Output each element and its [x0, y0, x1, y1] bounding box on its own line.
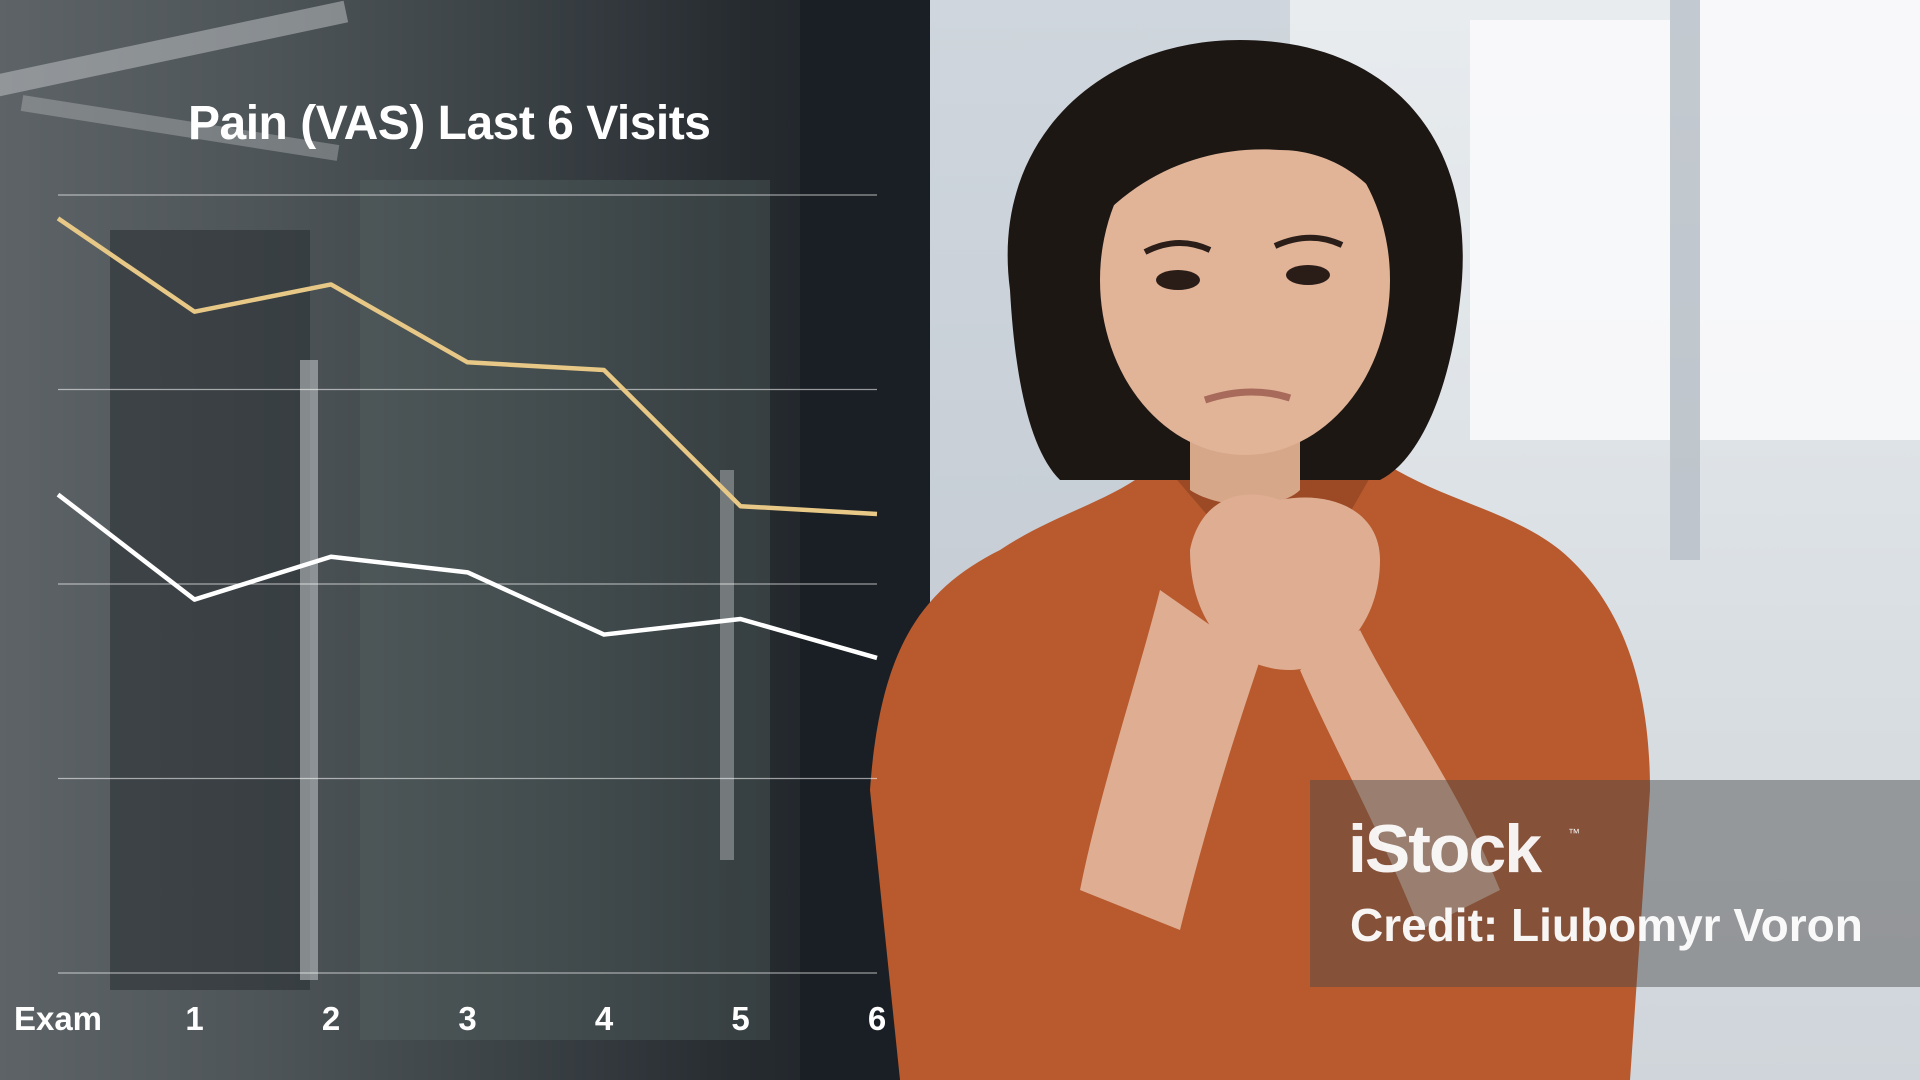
window-pane [1470, 20, 1670, 440]
series-line-2 [56, 492, 878, 661]
x-tick-label: 5 [731, 1000, 749, 1037]
istock-logo: iStock [1348, 811, 1542, 887]
watermark-band [1310, 780, 1920, 987]
x-axis-ticks: Exam 1 2 3 4 5 6 [14, 1000, 886, 1037]
x-tick-label: 6 [868, 1000, 886, 1037]
woman-photo [870, 40, 1650, 1080]
series-line-1 [56, 216, 878, 517]
glass-partition [360, 180, 770, 1040]
series-lines [56, 216, 878, 661]
window-pane [1700, 0, 1920, 440]
trademark-symbol: ™ [1568, 826, 1580, 840]
office-background [0, 0, 930, 1080]
gridlines [58, 194, 877, 974]
window-mullion [1670, 0, 1700, 560]
x-tick-label: Exam [14, 1000, 102, 1037]
door-handle [720, 470, 734, 860]
chart-title: Pain (VAS) Last 6 Visits [188, 97, 711, 150]
x-tick-label: 3 [458, 1000, 476, 1037]
photo-credit: Credit: Liubomyr Voron [1350, 899, 1863, 951]
wall-panel [110, 230, 310, 990]
x-tick-label: 2 [322, 1000, 340, 1037]
door-handle [300, 360, 318, 980]
x-tick-label: 4 [595, 1000, 614, 1037]
x-tick-label: 1 [185, 1000, 203, 1037]
